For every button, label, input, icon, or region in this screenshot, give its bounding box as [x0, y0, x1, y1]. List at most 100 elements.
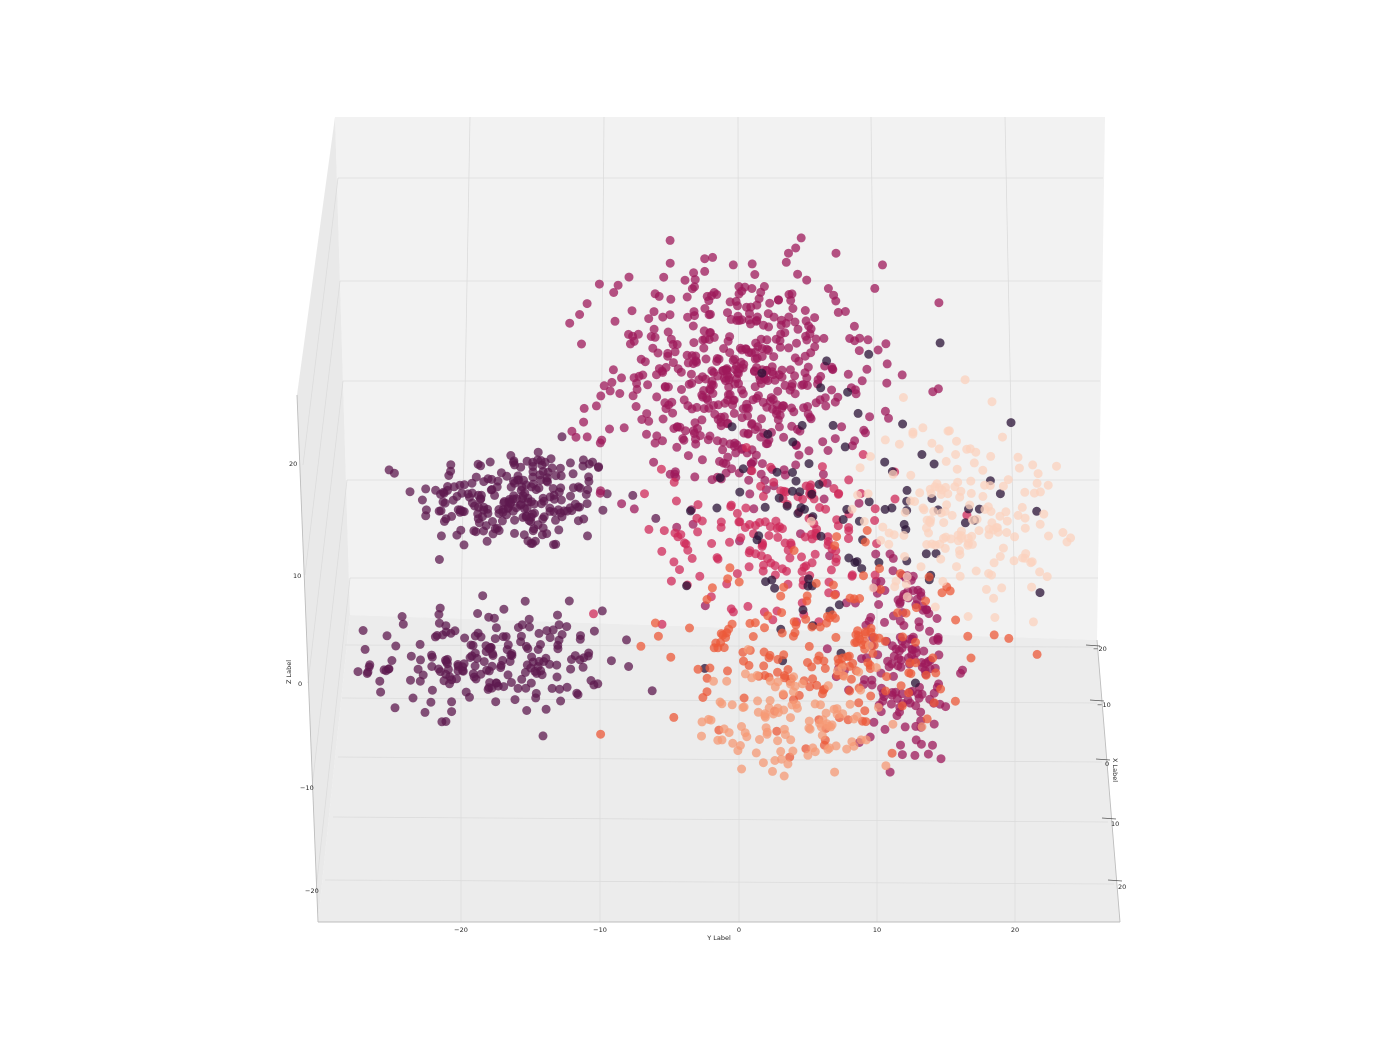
data-point	[617, 499, 627, 509]
data-point	[447, 697, 457, 707]
axes-panes	[297, 117, 1120, 922]
data-point	[805, 412, 815, 422]
data-point	[892, 711, 902, 721]
data-point	[545, 633, 555, 643]
data-point	[756, 481, 766, 491]
data-point	[640, 357, 650, 367]
data-point	[814, 479, 824, 489]
data-point	[922, 714, 932, 724]
data-point	[889, 671, 898, 681]
data-point	[891, 576, 901, 586]
data-point	[1028, 617, 1038, 627]
data-point	[832, 704, 842, 714]
data-point	[443, 664, 453, 674]
data-point	[769, 352, 779, 362]
data-point	[672, 442, 682, 452]
data-point	[520, 596, 530, 606]
data-point	[1028, 460, 1038, 470]
data-point	[839, 671, 849, 681]
data-point	[763, 439, 772, 449]
data-point	[498, 632, 508, 642]
data-point	[562, 682, 572, 692]
data-point	[789, 546, 799, 555]
data-point	[1027, 557, 1037, 567]
data-point	[665, 310, 675, 320]
data-point	[441, 621, 451, 631]
x-tick-mark	[1085, 644, 1101, 647]
data-point	[644, 524, 654, 534]
data-point	[894, 439, 904, 449]
data-point	[978, 465, 988, 475]
data-point	[790, 389, 800, 399]
data-point	[1020, 513, 1030, 523]
data-point	[941, 702, 951, 712]
data-point	[697, 717, 707, 727]
data-point	[479, 502, 489, 512]
data-point	[591, 401, 601, 411]
data-point	[465, 492, 474, 502]
data-point	[888, 566, 898, 576]
data-point	[843, 387, 853, 397]
y-tick-label: 20	[1011, 926, 1019, 934]
data-point	[811, 398, 821, 408]
data-point	[376, 687, 386, 697]
data-point	[903, 695, 913, 705]
data-point	[764, 531, 774, 540]
data-point	[1001, 507, 1011, 517]
data-point	[854, 698, 864, 708]
data-point	[436, 531, 446, 541]
data-point	[782, 501, 792, 511]
data-point	[628, 391, 638, 401]
data-point	[654, 291, 664, 301]
x-tick-mark	[1095, 758, 1111, 761]
data-point	[579, 417, 589, 427]
data-point	[868, 648, 878, 658]
data-point	[885, 549, 895, 559]
data-point	[491, 697, 501, 707]
data-point	[743, 429, 753, 439]
data-point	[557, 630, 567, 639]
data-point	[555, 684, 565, 694]
data-point	[597, 606, 607, 616]
data-point	[537, 670, 547, 680]
data-point	[671, 496, 681, 506]
data-point	[670, 347, 680, 357]
data-point	[522, 706, 532, 715]
data-point	[759, 320, 768, 330]
data-point	[760, 517, 770, 527]
data-point	[653, 631, 663, 641]
data-point	[785, 553, 795, 563]
data-point	[697, 516, 707, 526]
data-point	[723, 336, 733, 346]
data-point	[708, 380, 718, 390]
data-point	[863, 335, 873, 345]
grid-line	[332, 816, 1109, 823]
data-point	[1032, 649, 1042, 659]
data-point	[928, 653, 938, 663]
data-point	[926, 515, 936, 525]
data-point	[699, 343, 709, 353]
data-point	[744, 475, 754, 485]
data-point	[649, 307, 659, 317]
data-point	[565, 458, 575, 468]
data-point	[406, 651, 416, 661]
data-point	[762, 402, 772, 412]
data-point	[899, 530, 909, 540]
data-point	[853, 490, 863, 500]
data-point	[899, 621, 909, 630]
data-point	[745, 520, 755, 529]
data-point	[797, 420, 807, 430]
data-point	[556, 483, 566, 493]
data-point	[760, 502, 770, 512]
data-point	[1006, 418, 1016, 428]
data-point	[649, 457, 659, 467]
data-point	[953, 477, 963, 487]
data-point	[640, 489, 649, 499]
data-point	[682, 292, 692, 302]
data-point	[844, 534, 853, 544]
data-point	[771, 334, 781, 344]
data-point	[487, 474, 497, 484]
data-point	[904, 688, 914, 698]
data-point	[589, 626, 599, 636]
data-point	[644, 416, 654, 426]
